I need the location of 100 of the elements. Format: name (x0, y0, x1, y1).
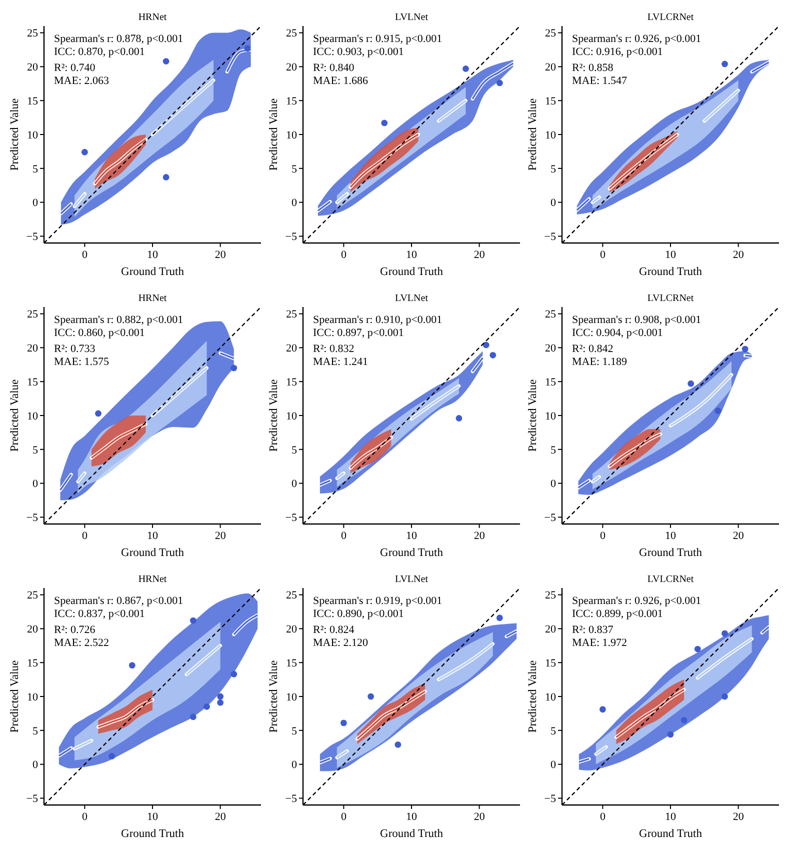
x-tick-label: 0 (82, 530, 88, 542)
x-tick-label: 10 (406, 249, 418, 261)
annotation: Spearman's r: 0.926, p<0.001 (572, 33, 702, 45)
y-tick-label: 0 (32, 759, 38, 772)
y-tick-label: −5 (544, 793, 556, 806)
y-tick-label: 5 (32, 163, 38, 176)
chart-title: LVLNet (395, 574, 428, 585)
y-tick-label: −5 (26, 512, 38, 524)
y-axis-title: Predicted Value (268, 379, 280, 452)
y-tick-label: 15 (27, 376, 38, 388)
y-tick-label: 25 (27, 28, 38, 40)
annotation: ICC: 0.890, p<0.001 (313, 608, 404, 620)
annotation: R²: 0.842 (572, 343, 614, 355)
y-tick-label: 15 (545, 95, 556, 108)
annotation: Spearman's r: 0.867, p<0.001 (54, 595, 184, 607)
annotation: Spearman's r: 0.878, p<0.001 (54, 33, 184, 45)
x-tick-label: 10 (665, 249, 676, 261)
y-axis-title: Predicted Value (527, 379, 539, 452)
annotation: MAE: 1.686 (313, 75, 368, 87)
y-tick-label: 0 (550, 197, 556, 210)
chart-title: LVLNet (395, 293, 428, 304)
y-tick-label: 10 (545, 410, 556, 422)
x-tick-label: 10 (406, 811, 418, 823)
x-tick-label: 20 (732, 530, 744, 542)
x-axis-title: Ground Truth (380, 828, 444, 840)
y-tick-label: 10 (27, 691, 38, 704)
y-tick-label: 5 (32, 444, 38, 456)
y-tick-label: 0 (292, 478, 298, 490)
x-tick-label: 0 (600, 811, 606, 823)
chart-title: LVLCRNet (647, 574, 694, 585)
y-tick-label: −5 (26, 231, 38, 244)
annotation: Spearman's r: 0.910, p<0.001 (313, 314, 442, 326)
y-axis-title: Predicted Value (527, 660, 539, 733)
x-tick-label: 10 (147, 530, 158, 542)
x-axis-title: Ground Truth (639, 828, 702, 840)
x-tick-label: 10 (147, 249, 158, 261)
annotation: ICC: 0.916, p<0.001 (572, 46, 663, 58)
annotation: MAE: 1.241 (313, 356, 368, 368)
x-tick-label: 20 (732, 811, 744, 823)
y-tick-label: 20 (545, 62, 556, 74)
x-tick-label: 20 (474, 249, 486, 261)
y-tick-label: −5 (285, 793, 298, 806)
annotation: R²: 0.733 (54, 343, 96, 355)
y-tick-label: 10 (27, 410, 38, 422)
x-axis-title: Ground Truth (121, 266, 184, 278)
annotation: ICC: 0.903, p<0.001 (313, 46, 404, 58)
annotation: ICC: 0.899, p<0.001 (572, 608, 663, 620)
y-tick-label: −5 (285, 231, 298, 244)
y-tick-label: 25 (286, 308, 298, 321)
annotation: ICC: 0.860, p<0.001 (54, 327, 145, 339)
x-tick-label: 0 (600, 530, 606, 542)
y-tick-label: 10 (545, 129, 556, 142)
x-axis-title: Ground Truth (380, 266, 444, 278)
annotation: ICC: 0.897, p<0.001 (313, 327, 404, 339)
y-tick-label: 0 (550, 759, 556, 772)
y-tick-label: 0 (32, 197, 38, 210)
x-axis-title: Ground Truth (639, 547, 702, 559)
annotation: R²: 0.726 (54, 624, 96, 636)
y-tick-label: 10 (286, 410, 298, 422)
annotation: MAE: 1.547 (572, 75, 628, 87)
y-tick-label: 15 (286, 657, 298, 670)
annotation: MAE: 2.063 (54, 75, 110, 87)
y-tick-label: 5 (292, 444, 298, 456)
y-tick-label: 20 (27, 62, 38, 74)
annotation: MAE: 1.972 (572, 637, 627, 649)
y-tick-label: 20 (27, 342, 38, 355)
y-tick-label: −5 (544, 231, 556, 244)
y-tick-label: 20 (27, 624, 38, 636)
y-tick-label: 25 (545, 308, 556, 321)
y-axis-title: Predicted Value (527, 98, 539, 171)
annotation: MAE: 2.522 (54, 637, 109, 649)
y-tick-label: 25 (286, 28, 298, 40)
y-tick-label: 20 (545, 624, 556, 636)
annotation: ICC: 0.870, p<0.001 (54, 46, 145, 58)
x-tick-label: 0 (82, 249, 88, 261)
y-tick-label: 5 (550, 725, 556, 738)
annotation: MAE: 1.189 (572, 356, 628, 368)
annotation: Spearman's r: 0.926, p<0.001 (572, 595, 702, 607)
x-tick-label: 20 (214, 530, 226, 542)
x-axis-title: Ground Truth (380, 547, 444, 559)
annotation: Spearman's r: 0.908, p<0.001 (572, 314, 702, 326)
x-axis-title: Ground Truth (121, 547, 184, 559)
y-tick-label: 15 (27, 657, 38, 670)
y-tick-label: 15 (545, 657, 556, 670)
x-tick-label: 10 (665, 530, 676, 542)
x-tick-label: 10 (406, 530, 418, 542)
annotation: R²: 0.840 (313, 62, 355, 74)
y-tick-label: 25 (545, 28, 556, 40)
y-tick-label: 20 (286, 624, 298, 636)
y-axis-title: Predicted Value (9, 660, 21, 733)
y-tick-label: 15 (27, 95, 38, 108)
y-tick-label: 5 (550, 444, 556, 456)
y-tick-label: 20 (545, 342, 556, 355)
annotation: Spearman's r: 0.915, p<0.001 (313, 33, 442, 45)
annotation: R²: 0.740 (54, 62, 96, 74)
x-tick-label: 0 (82, 811, 88, 823)
y-tick-label: 10 (545, 691, 556, 704)
chart-title: LVLCRNet (647, 293, 694, 304)
y-tick-label: 15 (545, 376, 556, 388)
x-tick-label: 20 (214, 249, 226, 261)
